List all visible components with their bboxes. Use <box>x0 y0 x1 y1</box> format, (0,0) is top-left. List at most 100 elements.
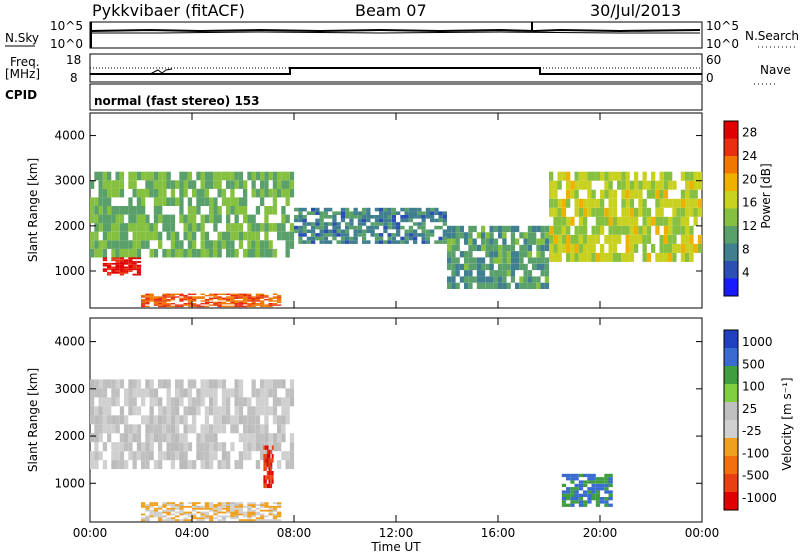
power-cell <box>489 263 494 271</box>
power-cell <box>421 236 426 241</box>
power-cell <box>264 188 269 198</box>
velocity-cell <box>281 451 286 461</box>
power-cell <box>472 276 477 283</box>
power-cell <box>502 270 507 277</box>
power-cell <box>192 214 197 224</box>
power-cell <box>204 305 210 308</box>
power-cell <box>536 276 541 283</box>
power-cell <box>289 223 295 232</box>
power-cell <box>693 207 698 217</box>
power-cell <box>485 244 490 252</box>
velocity-cell <box>115 442 120 452</box>
power-cell <box>536 257 541 264</box>
velocity-cell <box>149 397 154 407</box>
power-cell <box>281 231 286 241</box>
velocity-cell <box>570 500 575 504</box>
velocity-cell <box>107 424 112 434</box>
power-cell <box>102 270 108 272</box>
velocity-cell <box>264 424 269 434</box>
velocity-cell <box>141 513 146 516</box>
power-cell <box>668 234 673 244</box>
velocity-cell <box>128 424 133 434</box>
power-cell <box>557 225 562 235</box>
power-cell <box>617 252 622 262</box>
power-cell <box>238 303 244 305</box>
power-cell <box>629 180 635 190</box>
power-cell <box>468 276 473 283</box>
power-cell <box>408 218 414 223</box>
velocity-cell <box>98 388 103 398</box>
velocity-cell <box>608 497 613 501</box>
velocity-heatmap <box>90 379 613 522</box>
velocity-cell <box>162 505 167 508</box>
power-cell <box>510 225 516 233</box>
power-cell <box>689 207 694 217</box>
power-cell <box>455 232 460 239</box>
velocity-cell <box>263 475 266 480</box>
power-cell <box>141 294 146 297</box>
power-colorbar-swatch <box>724 191 738 209</box>
power-cell <box>697 180 703 190</box>
power-colorbar-tick: 16 <box>742 196 757 210</box>
velocity-cell <box>183 451 188 461</box>
velocity-cell <box>243 442 248 452</box>
power-cell <box>200 197 205 206</box>
velocity-cell <box>158 505 163 508</box>
power-cell <box>264 223 269 232</box>
power-cell <box>651 216 656 226</box>
velocity-cell <box>255 511 261 514</box>
velocity-cell <box>277 424 282 434</box>
velocity-cell <box>574 477 579 481</box>
velocity-cell <box>264 433 269 443</box>
power-cell <box>217 301 222 304</box>
power-cell <box>404 240 409 244</box>
velocity-cell <box>179 519 184 522</box>
power-cell <box>153 197 159 206</box>
velocity-cell <box>192 424 197 434</box>
power-cell <box>153 188 159 198</box>
power-cell <box>387 233 392 237</box>
power-cell <box>217 297 222 299</box>
velocity-cell <box>221 451 227 461</box>
time-axis-label: Time UT <box>370 540 421 554</box>
power-cell <box>659 243 664 253</box>
power-cell <box>107 206 112 215</box>
power-cell <box>515 225 520 233</box>
power-cell <box>587 243 592 253</box>
power-cell <box>272 296 278 298</box>
velocity-cell <box>251 406 256 416</box>
velocity-cell <box>604 487 609 491</box>
velocity-cell <box>230 513 235 516</box>
power-cell <box>196 248 201 258</box>
power-cell <box>136 214 142 224</box>
power-cell <box>162 300 167 302</box>
power-cell <box>285 171 290 181</box>
power-cell <box>200 214 205 224</box>
power-cell <box>311 222 316 226</box>
power-cell <box>574 252 579 262</box>
velocity-cell <box>115 451 120 461</box>
power-cell <box>149 299 154 301</box>
power-cell <box>196 296 201 298</box>
power-cell <box>672 252 677 262</box>
power-cell <box>136 248 142 258</box>
power-cell <box>149 180 154 189</box>
power-cell <box>136 206 142 215</box>
velocity-cell <box>221 505 227 508</box>
velocity-cell <box>251 513 256 516</box>
power-cell <box>693 216 698 226</box>
power-cell <box>621 225 626 235</box>
power-cell <box>141 299 146 301</box>
power-cell <box>374 222 379 226</box>
velocity-cell <box>179 433 184 443</box>
power-cell <box>676 225 681 235</box>
power-cell <box>451 282 456 289</box>
power-cell <box>697 207 703 217</box>
velocity-cell <box>204 433 210 443</box>
power-cell <box>213 294 218 297</box>
power-cell <box>417 211 422 215</box>
power-cell <box>557 234 562 244</box>
power-cell <box>595 225 601 235</box>
power-cell <box>362 207 367 212</box>
velocity-cell <box>561 503 567 507</box>
